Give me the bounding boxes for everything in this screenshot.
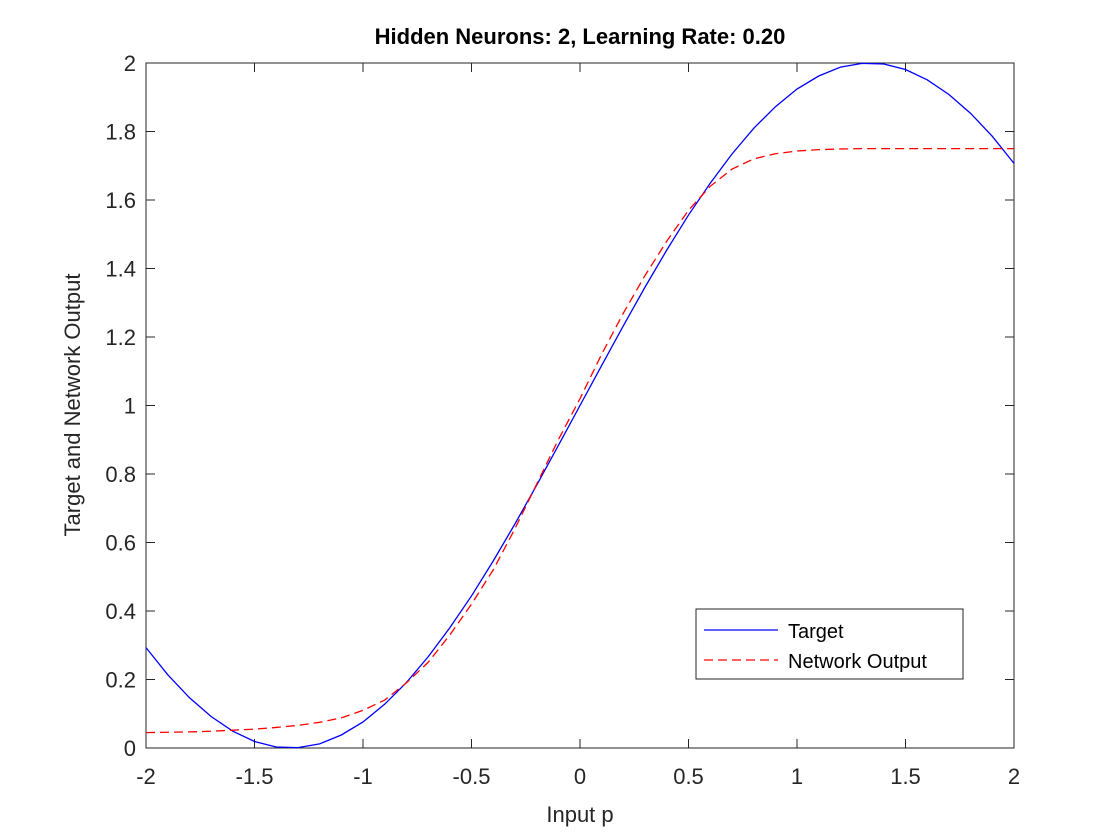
x-tick-label: 1.5 [890,764,921,789]
x-tick-label: -0.5 [453,764,491,789]
y-tick-label: 1.2 [105,325,136,350]
legend-box [695,608,964,680]
legend-label: Target [788,621,844,643]
y-tick-label: 0.8 [105,462,136,487]
x-tick-label: -1 [353,764,373,789]
x-tick-label: -2 [136,764,156,789]
chart-title: Hidden Neurons: 2, Learning Rate: 0.20 [375,24,786,49]
x-tick-label: 2 [1008,764,1020,789]
y-tick-label: 2 [124,51,136,76]
y-tick-label: 1.4 [105,257,136,282]
x-tick-label: 1 [791,764,803,789]
y-tick-label: 1.8 [105,120,136,145]
legend-label: Network Output [788,651,927,673]
y-axis-label: Target and Network Output [60,274,85,537]
y-tick-label: 0.4 [105,599,136,624]
x-tick-label: 0.5 [673,764,704,789]
x-tick-label: -1.5 [236,764,274,789]
y-tick-label: 1.6 [105,188,136,213]
y-tick-label: 0 [124,736,136,761]
y-tick-label: 0.2 [105,668,136,693]
y-tick-label: 0.6 [105,531,136,556]
x-tick-label: 0 [574,764,586,789]
x-axis-label: Input p [546,802,613,827]
y-tick-label: 1 [124,394,136,419]
series-line [145,62,1015,749]
series-line [145,147,1014,734]
